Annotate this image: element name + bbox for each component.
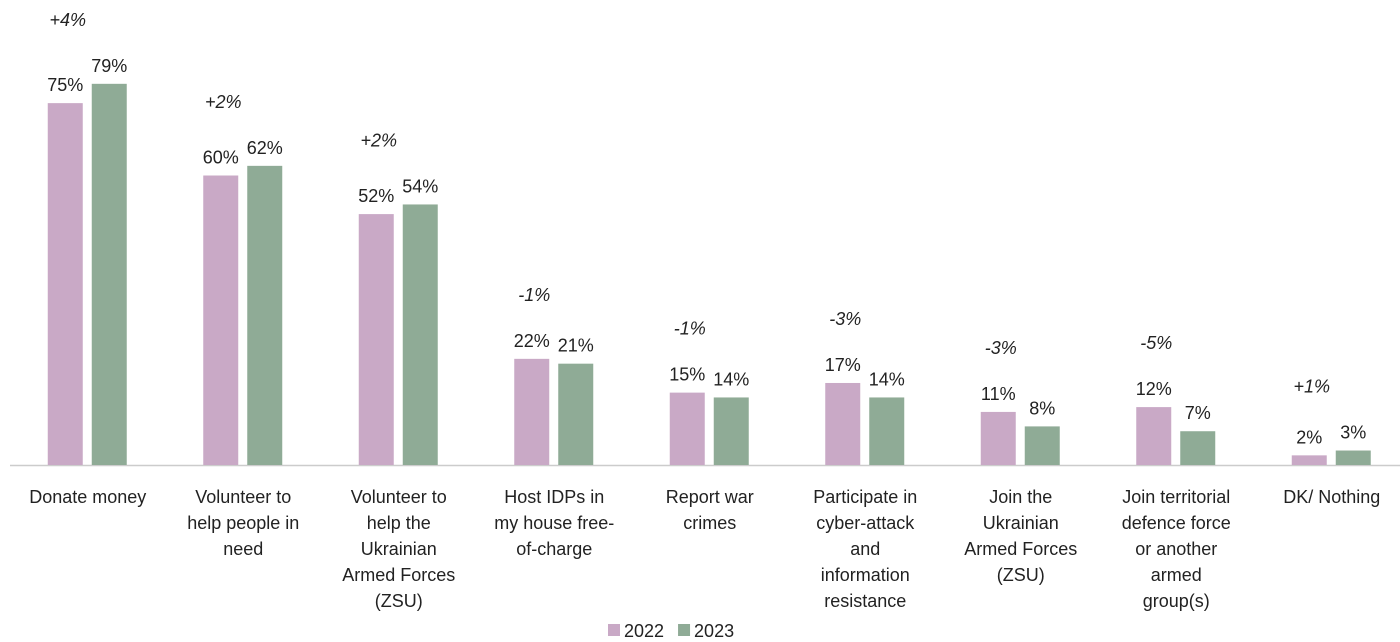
bar [1136,407,1172,465]
value-label: 14% [869,369,905,389]
change-annotation: +4% [49,10,86,30]
change-annotation: -1% [518,285,550,305]
value-label: 14% [713,369,749,389]
bar [980,411,1016,465]
value-label: 3% [1340,423,1366,443]
change-annotation: +2% [205,92,242,112]
value-label: 12% [1136,379,1172,399]
value-label: 17% [825,355,861,375]
change-annotation: -3% [985,338,1017,358]
value-label: 15% [669,365,705,385]
bar [47,103,83,465]
value-label: 22% [514,331,550,351]
x-tick-label: Volunteer to help people in need [187,487,299,559]
value-label: 2% [1296,427,1322,447]
legend-label: 2022 [624,621,664,641]
change-annotation: +1% [1293,377,1330,397]
x-tick-label: Report war crimes [666,487,754,533]
x-tick-label: Volunteer to help the Ukrainian Armed Force… [342,487,455,611]
value-label: 60% [203,148,239,168]
x-tick-label: Join the Ukrainian Armed Forces (ZSU) [964,487,1077,585]
value-label: 75% [47,75,83,95]
bar [203,175,239,465]
x-tick-label: DK/ Nothing [1283,487,1380,507]
bar [247,165,283,465]
x-tick-label: Join territorial defence force or another a… [1122,487,1231,611]
legend-label: 2023 [694,621,734,641]
bar [869,397,905,465]
bar [713,397,749,465]
bar [402,204,438,465]
x-tick-label: Participate in cyber-attack and information… [813,487,917,611]
value-label: 8% [1029,398,1055,418]
value-label: 52% [358,186,394,206]
x-tick-label: Host IDPs in my house free-of-charge [494,487,614,559]
bar [1335,450,1371,465]
value-label: 62% [247,138,283,158]
value-label: 21% [558,336,594,356]
bar [1180,431,1216,465]
change-annotation: +2% [360,130,397,150]
value-label: 7% [1185,403,1211,423]
bar [1291,455,1327,465]
bar [825,382,861,465]
legend-swatch [678,624,691,636]
bar [91,83,127,465]
value-label: 54% [402,176,438,196]
x-tick-label: Donate money [29,487,146,507]
value-label: 11% [981,384,1016,404]
change-annotation: -5% [1140,333,1172,353]
bar [1024,426,1060,465]
bar [358,214,394,465]
change-annotation: -1% [674,319,706,339]
bar [514,358,550,465]
bar [558,363,594,465]
value-label: 79% [91,56,127,76]
legend-swatch [608,624,620,636]
bar [669,392,705,465]
change-annotation: -3% [829,309,861,329]
